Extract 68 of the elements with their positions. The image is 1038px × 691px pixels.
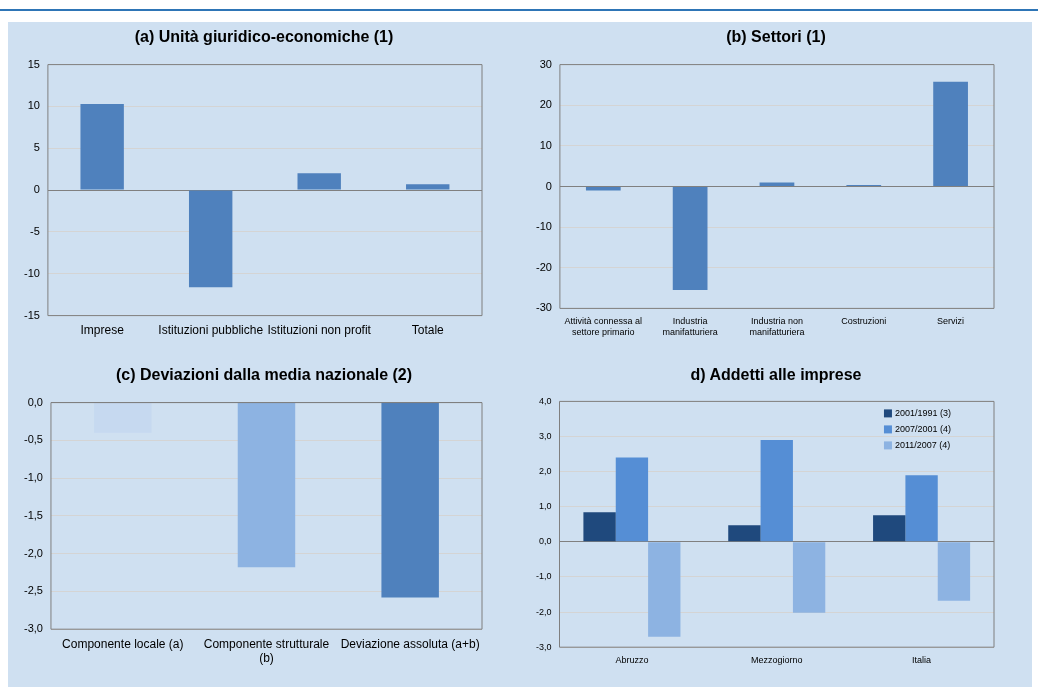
chart-title: (b) Settori (1) bbox=[725, 28, 827, 47]
y-tick-label: -15 bbox=[23, 308, 40, 321]
y-tick-label: 10 bbox=[27, 99, 40, 112]
x-tick-label: Servizi bbox=[937, 316, 965, 327]
bar bbox=[297, 173, 341, 190]
y-tick-label: -3,0 bbox=[23, 622, 43, 635]
y-tick-label: -5 bbox=[30, 224, 40, 237]
y-tick-label: -2,0 bbox=[535, 606, 552, 617]
y-tick-label: 0 bbox=[545, 179, 552, 192]
y-tick-label: 3,0 bbox=[538, 431, 552, 441]
y-tick-label: -10 bbox=[535, 220, 552, 233]
bar bbox=[728, 525, 761, 542]
y-tick-label: -2,0 bbox=[23, 546, 43, 559]
legend-label: 2011/2007 (4) bbox=[894, 439, 951, 450]
x-tick-label: Attività connessa al settore primario bbox=[564, 316, 643, 338]
x-tick-label: Istituzioni non profit bbox=[267, 323, 372, 338]
y-tick-label: -1,0 bbox=[23, 471, 43, 484]
y-tick-label: 5 bbox=[33, 141, 40, 154]
x-tick-label: Italia bbox=[912, 655, 932, 666]
y-tick-label: -3,0 bbox=[535, 641, 552, 652]
legend-label: 2001/1991 (3) bbox=[894, 407, 951, 418]
chart-title: (c) Deviazioni dalla media nazionale (2) bbox=[114, 366, 414, 385]
x-tick-label: Mezzogiorno bbox=[750, 655, 803, 666]
y-tick-label: 1,0 bbox=[538, 501, 552, 512]
bar bbox=[583, 512, 616, 542]
y-tick-label: -30 bbox=[535, 301, 552, 314]
x-tick-label: Industria non manifatturiera bbox=[749, 316, 805, 338]
legend-label: 2007/2001 (4) bbox=[894, 423, 951, 434]
x-tick-label: Totale bbox=[411, 323, 445, 338]
x-tick-label: Componente strutturale (b) bbox=[203, 636, 330, 666]
bar bbox=[406, 184, 450, 190]
bar bbox=[672, 187, 708, 291]
x-tick-label: Imprese bbox=[80, 323, 125, 338]
bar bbox=[188, 190, 233, 288]
y-tick-label: 20 bbox=[539, 98, 552, 111]
chart-title: d) Addetti alle imprese bbox=[689, 366, 863, 385]
y-tick-label: 2,0 bbox=[538, 466, 552, 477]
y-tick-label: 4,0 bbox=[538, 395, 552, 406]
y-tick-label: 0,0 bbox=[538, 536, 552, 547]
bar bbox=[759, 182, 795, 186]
y-tick-label: 15 bbox=[27, 57, 40, 70]
bar bbox=[937, 542, 971, 601]
y-tick-label: 30 bbox=[539, 57, 552, 70]
y-tick-label: -10 bbox=[23, 266, 40, 279]
y-tick-label: -0,5 bbox=[23, 433, 43, 446]
x-tick-label: Costruzioni bbox=[841, 316, 887, 327]
x-tick-label: Componente locale (a) bbox=[62, 636, 184, 651]
bar bbox=[585, 187, 621, 191]
x-tick-label: Industria manifatturiera bbox=[662, 316, 718, 338]
y-tick-label: 0,0 bbox=[27, 395, 43, 408]
y-tick-label: -2,5 bbox=[23, 584, 43, 597]
y-tick-label: 0 bbox=[33, 183, 40, 196]
chart-title: (a) Unità giuridico-economiche (1) bbox=[133, 28, 395, 47]
y-tick-label: -1,5 bbox=[23, 508, 43, 521]
bar bbox=[933, 81, 968, 186]
x-tick-label: Istituzioni pubbliche bbox=[158, 323, 264, 338]
bar bbox=[905, 475, 938, 542]
bar bbox=[760, 440, 793, 542]
y-tick-label: -1,0 bbox=[535, 571, 552, 582]
x-tick-label: Abruzzo bbox=[615, 655, 649, 666]
bar bbox=[80, 103, 124, 190]
x-tick-label: Deviazione assoluta (a+b) bbox=[340, 636, 480, 651]
bar bbox=[792, 542, 826, 613]
bar bbox=[648, 542, 681, 637]
y-tick-label: -20 bbox=[535, 260, 552, 273]
bar bbox=[873, 515, 906, 542]
bar bbox=[615, 457, 649, 542]
y-tick-label: 10 bbox=[539, 138, 552, 151]
